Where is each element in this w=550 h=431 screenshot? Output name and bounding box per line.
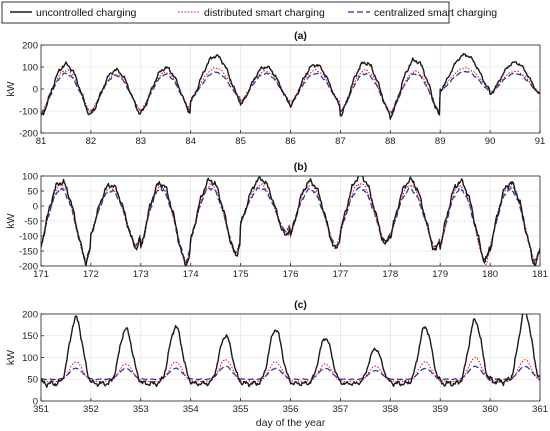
series-group: [41, 314, 540, 388]
y-tick-label: -100: [19, 106, 38, 117]
legend-label: centralized smart charging: [374, 7, 497, 19]
series-line: [41, 70, 540, 114]
panel-1: 81 82 83 84 85 86 87 88 89 90 91 -200 -100 0 100 200 kW (…: [5, 30, 545, 147]
x-tick-label: 356: [283, 404, 299, 415]
y-tick-label: 50: [27, 186, 38, 197]
panel-title: (b): [294, 161, 307, 173]
series-line: [41, 176, 540, 266]
x-tick-label: 178: [382, 269, 398, 280]
x-tick-label: 172: [83, 269, 99, 280]
x-tick-label: 175: [233, 269, 249, 280]
x-tick-label: 180: [482, 269, 498, 280]
x-tick-label: 85: [235, 136, 246, 147]
legend-label: distributed smart charging: [204, 7, 325, 19]
legend-box: [1, 1, 450, 24]
legend-entry: distributed smart charging: [178, 7, 325, 19]
x-tick-label: 181: [532, 269, 548, 280]
legend-entry: uncontrolled charging: [10, 7, 137, 19]
x-tick-label: 361: [532, 404, 548, 415]
y-tick-label: 150: [22, 331, 38, 342]
series-line: [41, 356, 540, 383]
y-axis-label: kW: [5, 350, 17, 365]
panel-2: 171 172 173 174 175 176 177 178 179 180 181 -200 -15…: [5, 161, 548, 280]
legend-entry: centralized smart charging: [348, 7, 497, 19]
y-tick-label: 100: [22, 353, 38, 364]
legend: uncontrolled charging distributed smart c…: [1, 1, 497, 24]
series-group: [41, 176, 540, 266]
x-tick-label: 84: [185, 136, 196, 147]
x-tick-label: 352: [83, 404, 99, 415]
x-tick-label: 171: [33, 269, 49, 280]
x-tick-label: 86: [285, 136, 296, 147]
y-tick-label: 100: [22, 62, 38, 73]
y-tick-label: 200: [22, 40, 38, 51]
legend-label: uncontrolled charging: [36, 7, 137, 19]
panels: 81 82 83 84 85 86 87 88 89 90 91 -200 -100 0 100 200 kW (…: [5, 30, 548, 429]
x-tick-label: 359: [432, 404, 448, 415]
y-tick-label: 200: [22, 309, 38, 320]
series-line: [41, 182, 540, 266]
y-tick-label: 100: [22, 171, 38, 182]
x-tick-label: 360: [482, 404, 498, 415]
panel-title: (c): [294, 299, 307, 311]
x-tick-label: 355: [233, 404, 249, 415]
y-tick-label: -150: [19, 246, 38, 257]
x-tick-label: 174: [183, 269, 199, 280]
series-line: [41, 365, 540, 381]
series-line: [41, 314, 540, 388]
y-tick-label: -200: [19, 128, 38, 139]
x-tick-label: 358: [382, 404, 398, 415]
panel-title: (a): [294, 30, 307, 42]
x-tick-label: 81: [36, 136, 47, 147]
y-tick-label: -50: [24, 216, 38, 227]
x-tick-label: 91: [535, 136, 546, 147]
y-tick-label: 0: [33, 84, 38, 95]
y-tick-label: 0: [33, 201, 38, 212]
y-axis-label: kW: [5, 213, 17, 228]
x-tick-label: 177: [332, 269, 348, 280]
x-tick-label: 351: [33, 404, 49, 415]
y-tick-label: -100: [19, 231, 38, 242]
x-tick-label: 89: [435, 136, 446, 147]
x-tick-label: 357: [332, 404, 348, 415]
x-tick-label: 353: [133, 404, 149, 415]
y-tick-label: 0: [33, 396, 38, 407]
x-tick-label: 179: [432, 269, 448, 280]
y-tick-label: 50: [27, 375, 38, 386]
series-group: [41, 52, 540, 120]
x-tick-label: 354: [183, 404, 199, 415]
x-tick-label: 83: [136, 136, 147, 147]
x-tick-label: 173: [133, 269, 149, 280]
x-tick-label: 87: [335, 136, 346, 147]
x-axis-label: day of the year: [256, 417, 326, 429]
series-line: [41, 52, 540, 120]
x-tick-label: 88: [385, 136, 396, 147]
panel-3: 351 352 353 354 355 356 357 358 359 360 361 0 50 100 1…: [5, 299, 548, 429]
y-axis-label: kW: [5, 81, 17, 96]
y-tick-label: -200: [19, 261, 38, 272]
x-tick-label: 176: [283, 269, 299, 280]
x-tick-label: 90: [485, 136, 496, 147]
x-tick-label: 82: [86, 136, 97, 147]
